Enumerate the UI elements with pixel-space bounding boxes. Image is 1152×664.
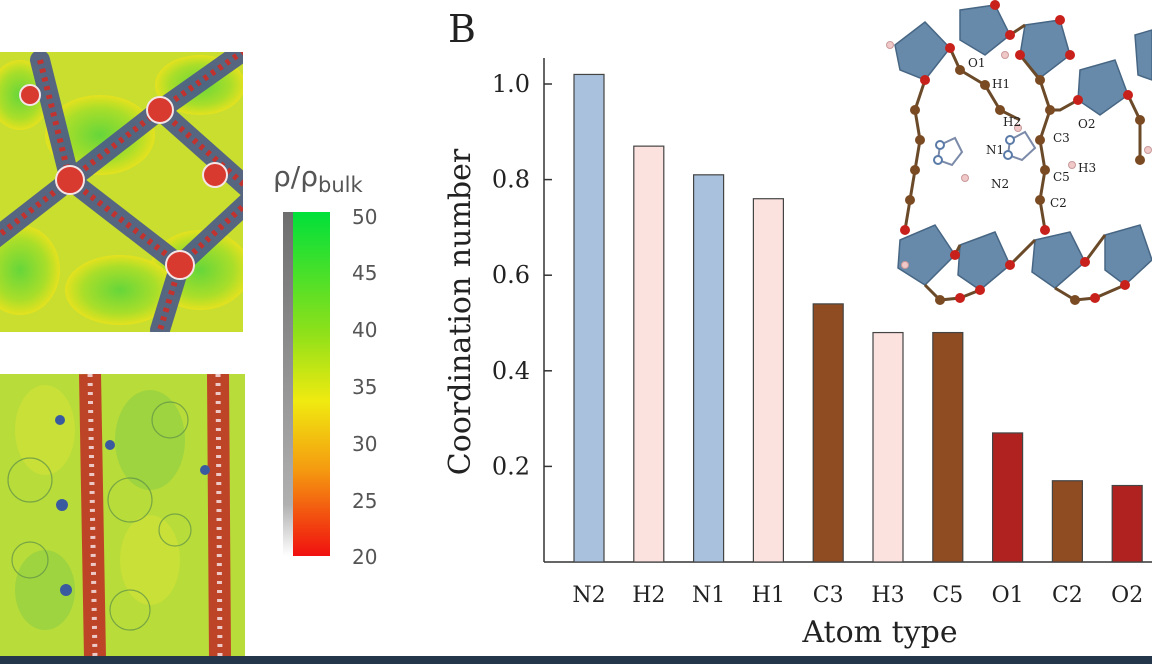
density-map-panel: ρ/ρbulk 50 45 40 35 30 25 20 [0, 52, 377, 658]
atom-label: O2 [1078, 117, 1095, 131]
colorbar-edge [283, 212, 293, 556]
x-tick-label: C5 [932, 583, 963, 608]
colorbar-tick-label: 25 [352, 489, 377, 513]
y-axis-label: Coordination number [443, 148, 478, 475]
colorbar: ρ/ρbulk 50 45 40 35 30 25 20 [273, 160, 377, 569]
colorbar-tick-label: 45 [352, 261, 377, 285]
framework-polyhedra [894, 4, 1152, 291]
colorbar-tick-label: 35 [352, 375, 377, 399]
panel-label-b: B [448, 7, 476, 51]
atom-label: H2 [1003, 115, 1021, 129]
density-map-top [0, 52, 243, 332]
atom-label: N2 [991, 177, 1009, 191]
atom-label: H3 [1078, 161, 1096, 175]
carbon-atoms [905, 65, 1145, 305]
density-map-bottom [0, 374, 245, 658]
x-tick-labels: N2 H2 N1 H1 C3 H3 C5 O1 C2 O2 [572, 583, 1143, 608]
coordination-bar-chart: B N2 H2 N1 H1 C3 H3 C5 O1 C2 O2 0.2 0.4 0.6 0.8 1.0 C… [443, 7, 1152, 650]
bar-n2 [573, 73, 605, 563]
colorbar-label: ρ/ρbulk [273, 160, 363, 197]
x-tick-label: H1 [752, 583, 785, 608]
bar-o2 [1111, 484, 1143, 563]
atom-label: C3 [1053, 131, 1070, 145]
atom-label: O1 [968, 56, 985, 70]
x-tick-label: N1 [692, 583, 725, 608]
colorbar-tick-label: 40 [352, 318, 377, 342]
bar-o1 [991, 432, 1024, 563]
y-tick-label: 1.0 [492, 70, 530, 98]
bar-h2 [633, 145, 665, 563]
bar-n1 [692, 174, 725, 563]
x-tick-label: O1 [992, 583, 1024, 608]
bar-c2 [1051, 480, 1084, 563]
y-tick-label: 0.2 [492, 452, 530, 480]
y-tick-label: 0.6 [492, 261, 530, 289]
bar-h3 [872, 331, 904, 563]
hydrogen-atoms [886, 41, 1152, 269]
x-tick-label: O2 [1111, 583, 1143, 608]
nitrogen-atoms [933, 135, 1015, 165]
y-tick-label: 0.4 [492, 357, 530, 385]
y-tick-label: 0.8 [492, 166, 530, 194]
x-tick-label: N2 [572, 583, 605, 608]
atom-label: H1 [992, 77, 1010, 91]
bar-c3 [812, 303, 844, 563]
atom-label: C2 [1050, 196, 1067, 210]
colorbar-tick-label: 30 [352, 432, 377, 456]
colorbar-tick-label: 50 [352, 205, 377, 229]
molecular-structure-inset: O1 H1 H2 N1 C3 H3 N2 C5 O2 C2 [880, 0, 1152, 315]
bar-c5 [932, 331, 964, 563]
atom-label: C5 [1053, 170, 1070, 184]
x-tick-label: C2 [1052, 583, 1083, 608]
oxygen-atoms [900, 0, 1133, 303]
x-tick-label: H3 [871, 583, 904, 608]
y-tick-labels: 0.2 0.4 0.6 0.8 1.0 [492, 70, 530, 480]
colorbar-tick-label: 20 [352, 545, 377, 569]
x-axis-label: Atom type [801, 615, 957, 650]
x-tick-label: C3 [813, 583, 844, 608]
colorbar-gradient [293, 212, 330, 556]
chart-bars [573, 73, 1143, 563]
bar-h1 [752, 198, 785, 563]
x-tick-label: H2 [632, 583, 665, 608]
atom-label: N1 [986, 143, 1004, 157]
bottom-border-bar [0, 656, 1152, 664]
